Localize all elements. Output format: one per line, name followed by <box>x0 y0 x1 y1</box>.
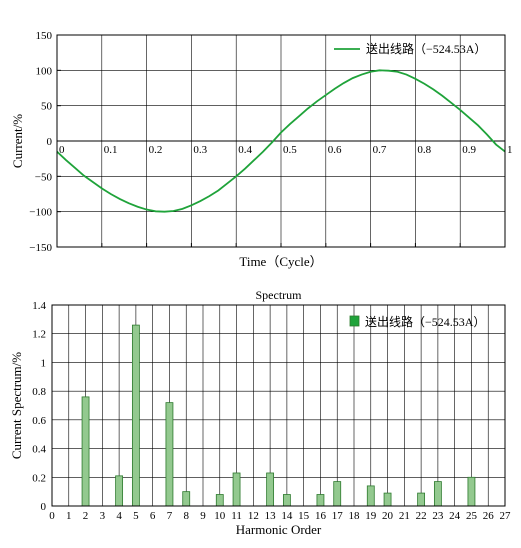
spectrum-bar-4 <box>115 475 124 507</box>
spectrum-x-axis-label: Harmonic Order <box>236 522 322 537</box>
waveform-y-tick-label: 0 <box>47 136 53 148</box>
spectrum-y-axis-label: Current Spectrum/% <box>9 352 24 459</box>
spectrum-x-tick-label: 18 <box>349 510 361 522</box>
spectrum-plot-frame <box>51 304 506 507</box>
spectrum-x-tick-label: 0 <box>49 510 55 522</box>
spectrum-legend-swatch <box>349 315 360 327</box>
spectrum-y-tick-label: 1.2 <box>32 329 46 341</box>
waveform-x-tick-label: 0.8 <box>417 144 431 156</box>
spectrum-y-tick-label: 0.8 <box>32 386 46 398</box>
spectrum-x-tick-label: 12 <box>248 510 259 522</box>
waveform-grid <box>57 35 505 247</box>
spectrum-x-tick-label: 25 <box>466 510 478 522</box>
spectrum-x-tick-label: 1 <box>66 510 72 522</box>
waveform-chart: 0 0.1 0.2 0.3 0.4 0.5 0.6 0.7 0.8 0.9 1 150 100 50 0 −5… <box>10 30 513 269</box>
spectrum-y-tick-label: 0.6 <box>32 415 46 427</box>
spectrum-y-tick-label: 1 <box>41 357 47 369</box>
spectrum-bar-20 <box>383 492 392 507</box>
spectrum-x-tick-label: 2 <box>83 510 89 522</box>
spectrum-x-tick-label: 22 <box>416 510 427 522</box>
waveform-x-tick-label: 0.1 <box>104 144 118 156</box>
waveform-y-tick-label: 100 <box>36 65 53 77</box>
waveform-series-line <box>56 69 506 213</box>
waveform-x-tick-label: 0.3 <box>193 144 207 156</box>
spectrum-grid <box>52 305 505 506</box>
waveform-x-tick-label: 0.4 <box>238 144 252 156</box>
spectrum-bar-22 <box>417 492 426 507</box>
spectrum-x-tick-label: 5 <box>133 510 139 522</box>
spectrum-x-tick-label: 17 <box>332 510 344 522</box>
waveform-x-tick-label: 0.9 <box>462 144 476 156</box>
waveform-y-tick-label: −150 <box>29 242 52 254</box>
spectrum-y-tick-label: 1.4 <box>32 300 46 312</box>
waveform-y-tick-label: −50 <box>35 171 53 183</box>
spectrum-bars <box>81 324 476 507</box>
waveform-plot-frame <box>56 34 506 248</box>
spectrum-x-tick-label: 15 <box>298 510 310 522</box>
spectrum-x-tick-label: 16 <box>315 510 327 522</box>
waveform-x-tick-label: 0 <box>59 144 65 156</box>
spectrum-x-tick-label: 26 <box>483 510 495 522</box>
waveform-x-tick-label: 0.7 <box>373 144 387 156</box>
spectrum-bar-17 <box>333 481 342 507</box>
spectrum-bar-14 <box>282 494 291 507</box>
spectrum-chart: Spectrum 0 1 2 3 4 5 6 7 8 9 10 11 12 13 14 15 16 17 18 19 2… <box>9 288 511 537</box>
waveform-y-tick-label: −100 <box>29 207 52 219</box>
waveform-x-axis-label: Time（Cycle） <box>239 254 322 269</box>
spectrum-bar-8 <box>182 491 191 507</box>
waveform-x-tick-label: 0.2 <box>149 144 163 156</box>
spectrum-bar-5 <box>131 324 140 507</box>
spectrum-x-tick-label: 6 <box>150 510 156 522</box>
waveform-ticks: 0 0.1 0.2 0.3 0.4 0.5 0.6 0.7 0.8 0.9 1 150 100 50 0 −5… <box>29 30 512 254</box>
waveform-x-tick-label: 1 <box>507 144 513 156</box>
spectrum-x-tick-label: 3 <box>100 510 106 522</box>
spectrum-x-tick-label: 8 <box>183 510 189 522</box>
spectrum-x-tick-label: 4 <box>116 510 122 522</box>
spectrum-x-tick-label: 11 <box>231 510 242 522</box>
spectrum-x-tick-label: 27 <box>500 510 512 522</box>
spectrum-x-tick-label: 20 <box>382 510 394 522</box>
spectrum-bar-25 <box>467 476 476 507</box>
waveform-y-tick-label: 50 <box>41 101 53 113</box>
waveform-y-tick-label: 150 <box>36 30 53 42</box>
waveform-y-axis-label: Current/% <box>10 114 25 168</box>
spectrum-x-tick-label: 21 <box>399 510 410 522</box>
waveform-x-tick-label: 0.5 <box>283 144 297 156</box>
waveform-legend-label: 送出线路（−524.53A） <box>366 41 486 56</box>
spectrum-ticks: 0 1 2 3 4 5 6 7 8 9 10 11 12 13 14 15 16 17 18 19 20 21 22 23 24… <box>32 300 511 522</box>
spectrum-legend-label: 送出线路（−524.53A） <box>365 314 485 329</box>
spectrum-y-tick-label: 0.2 <box>32 472 46 484</box>
spectrum-bar-19 <box>366 485 375 507</box>
spectrum-x-tick-label: 13 <box>265 510 277 522</box>
spectrum-bar-16 <box>316 494 325 507</box>
spectrum-x-tick-label: 14 <box>281 510 293 522</box>
spectrum-bar-10 <box>215 494 224 507</box>
spectrum-x-tick-label: 24 <box>449 510 461 522</box>
spectrum-bar-13 <box>266 472 275 507</box>
spectrum-bar-7 <box>165 402 174 507</box>
spectrum-x-tick-label: 23 <box>432 510 444 522</box>
spectrum-y-tick-label: 0 <box>41 501 47 513</box>
spectrum-x-tick-label: 9 <box>200 510 206 522</box>
waveform-legend: 送出线路（−524.53A） <box>334 41 486 56</box>
spectrum-y-tick-label: 0.4 <box>32 444 46 456</box>
spectrum-x-tick-label: 7 <box>167 510 173 522</box>
spectrum-bar-2 <box>81 396 90 507</box>
spectrum-chart-title: Spectrum <box>256 288 303 302</box>
waveform-x-tick-label: 0.6 <box>328 144 342 156</box>
spectrum-bar-11 <box>232 472 241 507</box>
spectrum-bar-23 <box>433 481 442 507</box>
spectrum-x-tick-label: 10 <box>214 510 226 522</box>
spectrum-legend: 送出线路（−524.53A） <box>349 314 485 329</box>
spectrum-x-tick-label: 19 <box>365 510 377 522</box>
